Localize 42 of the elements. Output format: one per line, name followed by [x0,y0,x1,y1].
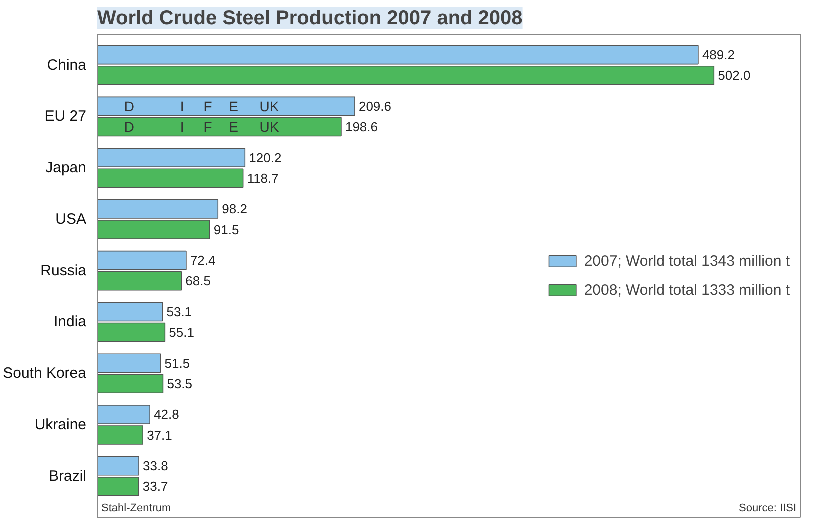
chart-title: World Crude Steel Production 2007 and 2008 [98,8,523,30]
legend-label: 2008; World total 1333 million t [584,282,790,298]
annotation: D [124,118,135,135]
y-tick-label: USA [56,210,86,228]
text: I [180,98,184,114]
text: UK [260,98,280,114]
data-label: 68.5 [186,274,211,289]
data-label: 53.5 [167,376,193,392]
legend-label: 2007; World total 1343 million t [584,252,790,270]
y-tick-label: South Korea [3,365,88,382]
y-tick-label: China [47,56,88,74]
annotation: F [204,118,212,135]
data-label: 37.1 [147,428,172,443]
data-label: 72.4 [190,253,216,268]
y-tick-label: Brazil [48,468,87,485]
y-tick-label: EU 27 [44,108,87,126]
annotation: I [180,118,184,135]
data-label: 53.1 [166,304,192,320]
annotation: Stahl-Zentrum [102,502,172,514]
y-tick-label: Russia [40,262,88,280]
text: F [204,98,212,114]
data-label: 33.7 [142,479,168,494]
data-label: 91.5 [214,222,240,238]
data-label: 33.8 [143,458,168,474]
data-label: 209.6 [358,98,392,114]
data-label: 502.0 [718,68,751,84]
data-label: 120.2 [249,150,282,166]
text: D [124,98,135,114]
data-label: 489.2 [702,48,735,63]
data-label: 51.5 [164,356,190,371]
y-tick-label: Japan [46,160,87,177]
annotation: UK [260,118,280,135]
data-label: 42.8 [154,407,180,422]
data-label: 55.1 [169,325,194,340]
y-tick-label: India [54,314,88,331]
data-label: 198.6 [345,119,378,134]
source-note: Source: IISI [739,502,797,514]
y-tick-label: Ukraine [34,416,86,434]
annotation: E [229,118,239,135]
text: E [229,98,239,114]
data-label: 98.2 [222,202,248,217]
data-label: 118.7 [247,170,279,186]
